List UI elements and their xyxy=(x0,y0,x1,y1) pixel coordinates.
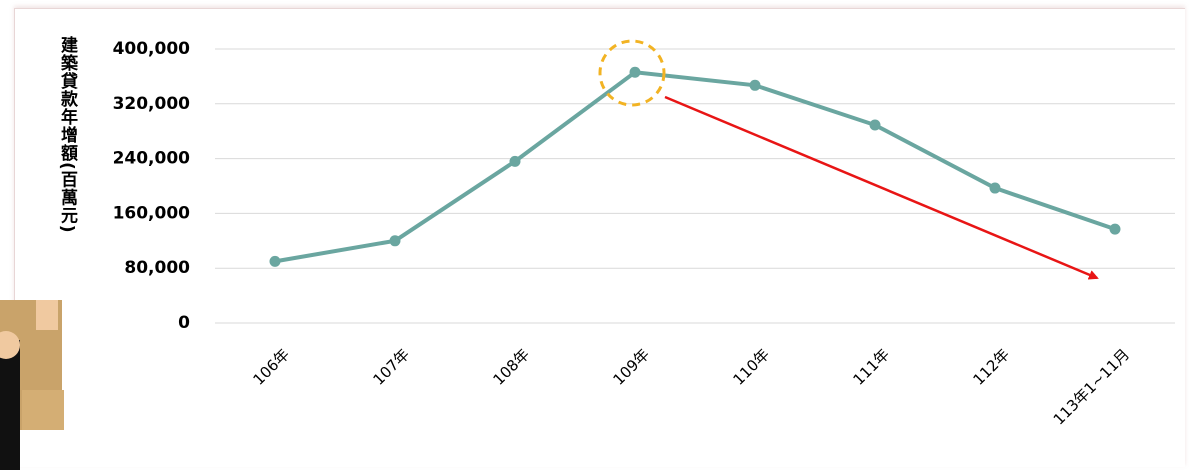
x-tick-label: 110年 xyxy=(729,345,773,389)
trend-arrow xyxy=(665,97,1097,278)
point xyxy=(1110,224,1121,235)
illustration xyxy=(0,300,64,470)
x-tick-label: 108年 xyxy=(489,345,533,389)
y-tick-label: 240,000 xyxy=(113,149,191,169)
point xyxy=(390,235,401,246)
x-tick-label: 111年 xyxy=(849,345,893,389)
y-tick-label: 160,000 xyxy=(113,203,191,223)
y-tick-label: 320,000 xyxy=(113,94,191,114)
x-tick-label: 112年 xyxy=(969,345,1013,389)
x-tick-label: 106年 xyxy=(249,345,293,389)
x-tick-label: 107年 xyxy=(369,345,413,389)
y-tick-label: 80,000 xyxy=(124,258,190,278)
y-axis-label: 建築貸款年增額(百萬元) xyxy=(55,36,80,234)
x-tick-label: 109年 xyxy=(609,345,653,389)
point xyxy=(630,67,641,78)
y-tick-label: 0 xyxy=(178,313,190,333)
y-tick-label: 400,000 xyxy=(113,39,191,59)
x-tick-label: 113年1~11月 xyxy=(1050,345,1133,428)
point xyxy=(510,156,521,167)
chart: 0 80,000 160,000 240,000 320,000 400,000 106年 1… xyxy=(0,0,1189,472)
page: 0 80,000 160,000 240,000 320,000 400,000 106年 1… xyxy=(0,0,1189,472)
point xyxy=(750,80,761,91)
point xyxy=(870,120,881,131)
point xyxy=(990,183,1001,194)
point xyxy=(270,256,281,267)
